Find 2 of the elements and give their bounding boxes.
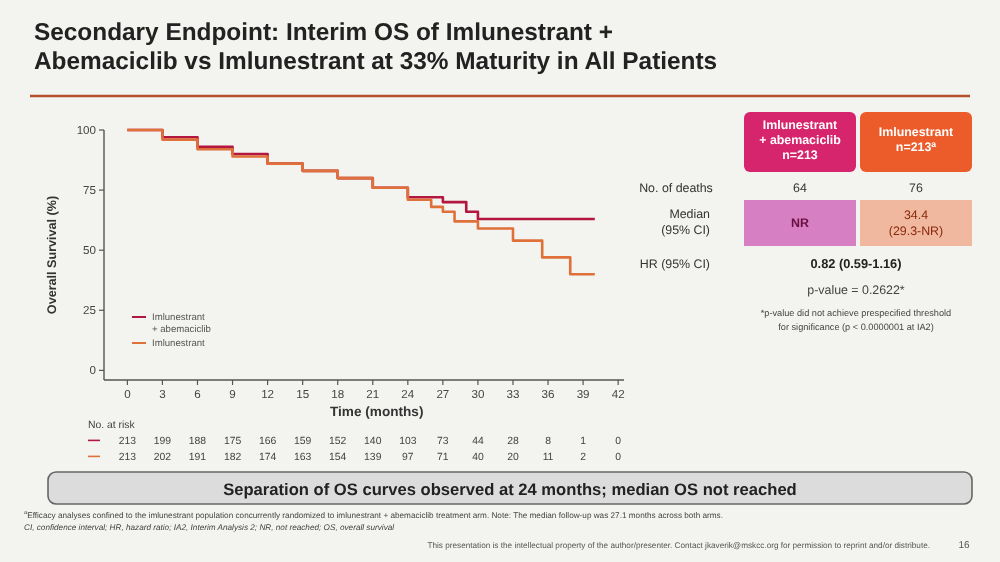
text: Separation of OS curves observed at 24 months; median OS not reached bbox=[223, 479, 797, 499]
chart-title: Secondary Endpoint: Interim OS of Imlunestrant + Abemaciclib vs Imlunestrant at 33% Maturity in All Patients bbox=[34, 18, 718, 75]
